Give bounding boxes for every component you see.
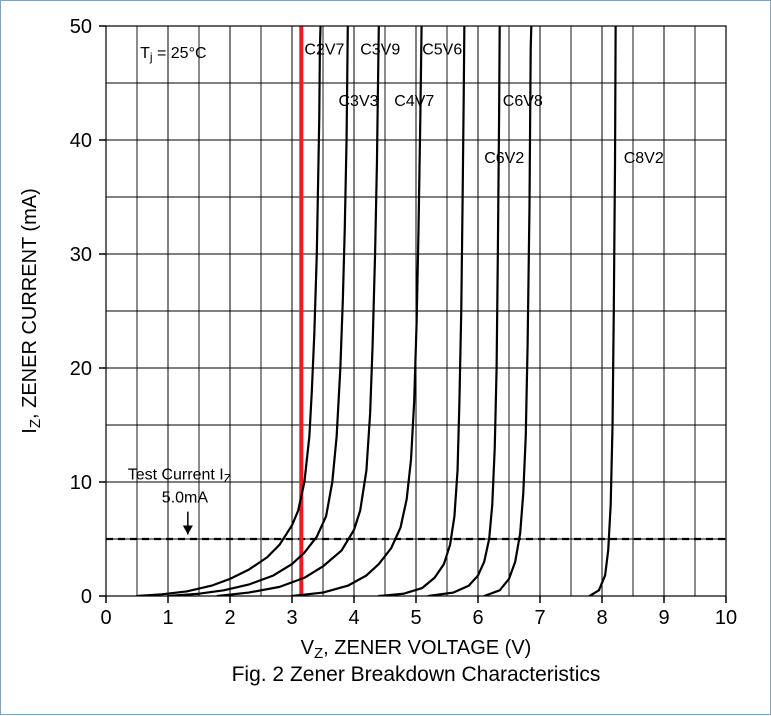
curve-label: C3V9	[360, 42, 400, 59]
x-tick-label: 10	[715, 607, 737, 629]
curve-label: C2V7	[304, 42, 344, 59]
y-tick-label: 50	[70, 16, 92, 38]
x-tick-label: 5	[410, 607, 421, 629]
curve-label: C4V7	[394, 93, 434, 110]
x-tick-label: 4	[348, 607, 359, 629]
x-tick-label: 2	[224, 607, 235, 629]
chart-caption: Fig. 2 Zener Breakdown Characteristics	[232, 663, 601, 686]
curve-label: C3V3	[339, 93, 379, 110]
y-axis-label: IZ, ZENER CURRENT (mA)	[19, 188, 44, 433]
y-tick-label: 10	[70, 472, 92, 494]
x-tick-label: 7	[534, 607, 545, 629]
chart-container: 0 1 2 3 4 5 6 7 8 9 10 0 10 20 30 40 50 VZ, ZENER VOLTAGE…	[0, 0, 771, 715]
curve-label: C6V2	[484, 150, 524, 167]
y-tick-label: 30	[70, 244, 92, 266]
x-tick-label: 6	[472, 607, 483, 629]
test-current-label: Test Current IZ	[128, 467, 231, 486]
x-tick-label: 0	[100, 607, 111, 629]
x-axis-label: VZ, ZENER VOLTAGE (V)	[301, 637, 532, 662]
y-tick-label: 0	[81, 586, 92, 608]
y-tick-label: 20	[70, 358, 92, 380]
x-tick-label: 1	[162, 607, 173, 629]
y-tick-label: 40	[70, 130, 92, 152]
x-tick-label: 8	[596, 607, 607, 629]
x-tick-label: 9	[658, 607, 669, 629]
curve-label: C5V6	[422, 42, 462, 59]
zener-chart: 0 1 2 3 4 5 6 7 8 9 10 0 10 20 30 40 50 VZ, ZENER VOLTAGE…	[1, 1, 771, 716]
curve-label: C6V8	[503, 93, 543, 110]
x-tick-label: 3	[286, 607, 297, 629]
test-current-value: 5.0mA	[162, 490, 209, 507]
curve-label: C8V2	[624, 150, 664, 167]
